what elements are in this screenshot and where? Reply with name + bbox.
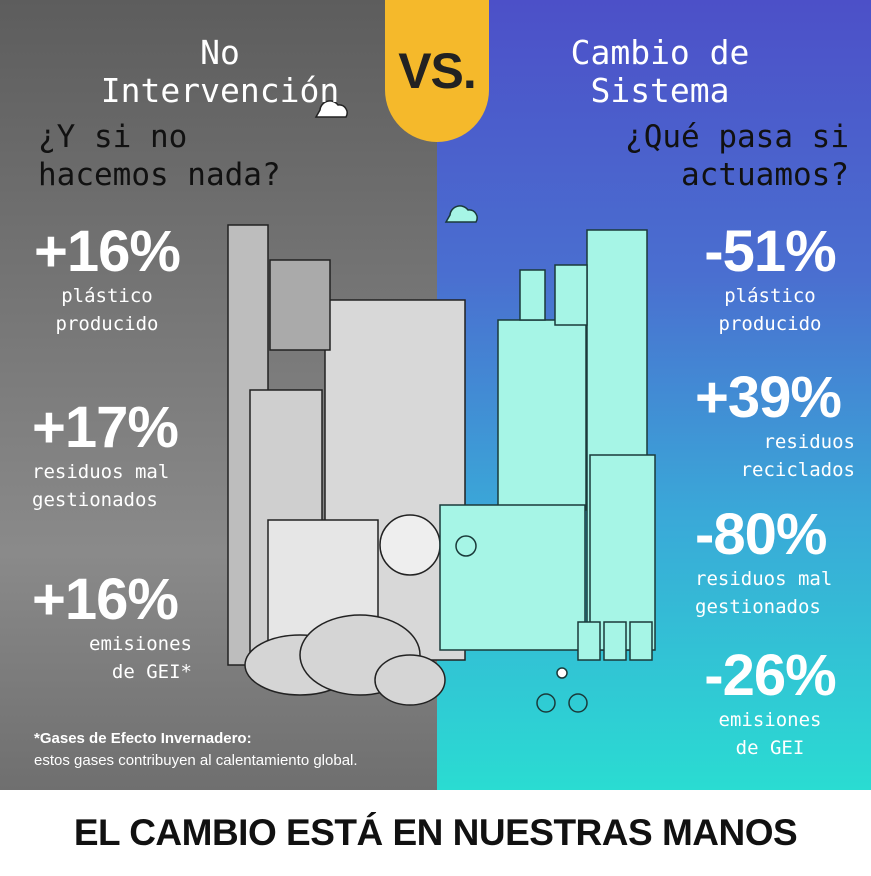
cloud-icon: [314, 100, 348, 118]
left-stat-plastic: +16% plástico producido: [32, 222, 182, 338]
stat-value: +16%: [34, 219, 181, 284]
right-stat-recycled: +39% residuos reciclados: [695, 368, 855, 484]
stat-label: residuos: [763, 431, 855, 453]
stat-label: emisiones: [89, 633, 192, 655]
right-title: Cambio de Sistema: [500, 34, 820, 110]
right-question: ¿Qué pasa si actuamos?: [625, 118, 849, 194]
left-title-line1: No: [200, 33, 240, 72]
stat-label: gestionados: [695, 596, 821, 618]
left-question-line2: hacemos nada?: [38, 157, 281, 193]
stat-value: -80%: [695, 502, 827, 567]
left-title: No Intervención: [60, 34, 380, 110]
stat-label: de GEI*: [111, 661, 192, 683]
stat-label: emisiones: [718, 709, 822, 731]
left-question: ¿Y si no hacemos nada?: [38, 118, 281, 194]
stat-value: +16%: [32, 567, 179, 632]
stat-value: +17%: [32, 395, 179, 460]
right-title-line2: Sistema: [590, 71, 730, 110]
stat-label: reciclados: [740, 459, 855, 481]
right-stat-emissions: -26% emisiones de GEI: [695, 646, 845, 762]
city-illustration: [227, 100, 656, 713]
vs-badge: VS.: [385, 0, 489, 142]
stat-label: residuos mal: [695, 568, 833, 590]
right-stat-waste: -80% residuos mal gestionados: [695, 505, 855, 621]
right-stat-plastic: -51% plástico producido: [695, 222, 845, 338]
stat-value: -51%: [704, 219, 836, 284]
bins: [577, 621, 653, 661]
stat-value: -26%: [704, 643, 836, 708]
footnote: *Gases de Efecto Invernadero: estos gases…: [34, 728, 358, 772]
cloud-icon: [444, 205, 478, 223]
stat-label: plástico: [724, 285, 816, 307]
polluted-city: [227, 100, 466, 706]
stat-label: gestionados: [32, 489, 158, 511]
left-stat-emissions: +16% emisiones de GEI*: [32, 570, 192, 686]
bicycle-icon: [536, 667, 588, 713]
right-title-line1: Cambio de: [570, 33, 750, 72]
left-title-line2: Intervención: [100, 71, 340, 110]
footnote-title: *Gases de Efecto Invernadero:: [34, 730, 252, 747]
stat-label: de GEI: [735, 737, 805, 759]
footer-slogan: EL CAMBIO ESTÁ EN NUESTRAS MANOS: [73, 812, 798, 853]
stat-label: producido: [55, 313, 159, 335]
stat-label: producido: [718, 313, 822, 335]
stat-value: +39%: [695, 365, 842, 430]
footnote-text: estos gases contribuyen al calentamiento…: [34, 752, 358, 769]
stat-label: residuos mal: [32, 461, 170, 483]
stat-label: plástico: [61, 285, 153, 307]
right-question-line2: actuamos?: [681, 157, 849, 193]
left-stat-waste: +17% residuos mal gestionados: [32, 398, 212, 514]
left-question-line1: ¿Y si no: [38, 119, 188, 155]
right-question-line1: ¿Qué pasa si: [625, 119, 849, 155]
clean-city: [439, 205, 656, 713]
